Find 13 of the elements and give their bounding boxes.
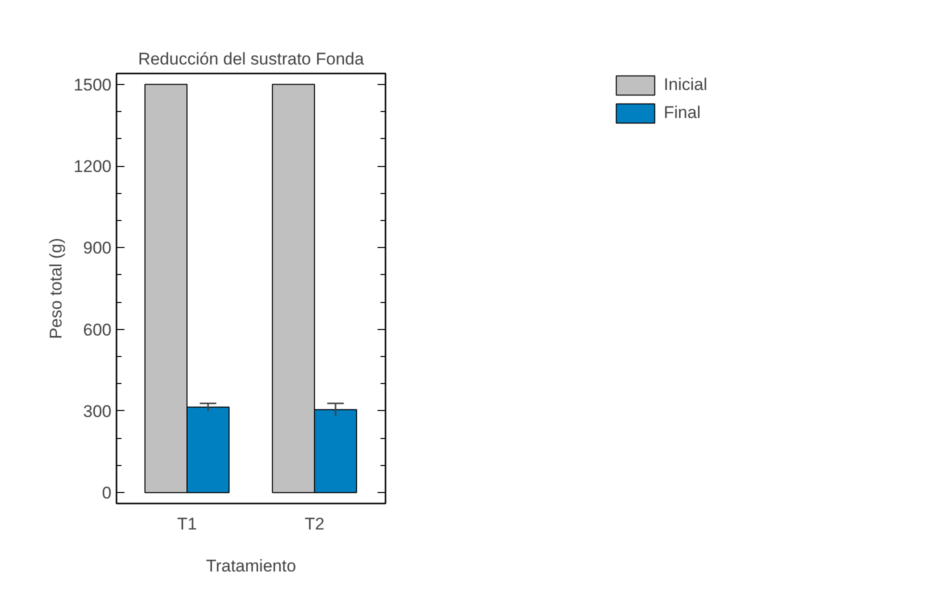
y-tick-label: 300	[83, 402, 112, 421]
y-tick-label: 1500	[74, 75, 112, 94]
chart-title: Reducción del sustrato Fonda	[138, 50, 364, 68]
y-axis-title: Peso total (g)	[46, 238, 66, 340]
y-tick-label: 0	[102, 484, 112, 503]
x-axis-title: Tratamiento	[206, 556, 296, 576]
x-tick-label: T1	[177, 514, 197, 534]
legend-label: Final	[664, 103, 701, 123]
legend-label: Inicial	[664, 75, 708, 95]
y-tick-label: 600	[83, 320, 112, 340]
y-tick-label: 900	[83, 238, 112, 258]
y-tick-label: 1200	[74, 157, 112, 176]
x-tick-label: T2	[304, 514, 324, 534]
